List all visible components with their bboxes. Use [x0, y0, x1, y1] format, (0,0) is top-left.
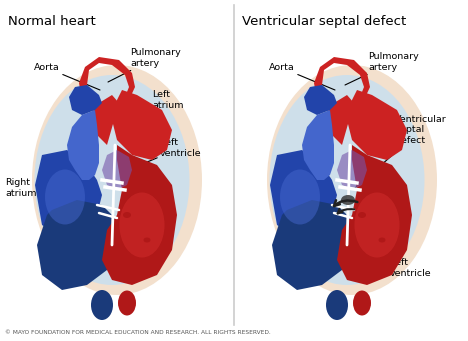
Ellipse shape — [354, 193, 400, 257]
Ellipse shape — [358, 212, 366, 218]
Polygon shape — [67, 110, 99, 180]
Text: Right
atrium: Right atrium — [5, 178, 62, 198]
Ellipse shape — [119, 193, 164, 257]
Text: Right ventricle: Right ventricle — [90, 252, 160, 269]
Ellipse shape — [353, 291, 371, 315]
Polygon shape — [102, 145, 177, 285]
Ellipse shape — [123, 212, 131, 218]
Polygon shape — [304, 85, 337, 115]
Polygon shape — [102, 150, 132, 190]
Polygon shape — [272, 200, 357, 290]
Text: Left
ventricle: Left ventricle — [372, 258, 431, 278]
Text: © MAYO FOUNDATION FOR MEDICAL EDUCATION AND RESEARCH. ALL RIGHTS RESERVED.: © MAYO FOUNDATION FOR MEDICAL EDUCATION … — [5, 330, 271, 336]
Text: Pulmonary
artery: Pulmonary artery — [345, 52, 419, 85]
Ellipse shape — [35, 75, 190, 285]
Polygon shape — [35, 150, 102, 240]
Ellipse shape — [341, 195, 355, 205]
Ellipse shape — [45, 169, 85, 224]
Polygon shape — [337, 145, 412, 285]
Ellipse shape — [280, 169, 320, 224]
Text: Pulmonary
artery: Pulmonary artery — [108, 48, 181, 82]
Ellipse shape — [326, 290, 348, 320]
Text: Ventricular
septal
defect: Ventricular septal defect — [355, 115, 447, 188]
Polygon shape — [314, 57, 370, 103]
Ellipse shape — [91, 290, 113, 320]
Polygon shape — [92, 95, 119, 145]
Ellipse shape — [267, 65, 437, 295]
Text: Aorta: Aorta — [269, 63, 335, 90]
Ellipse shape — [379, 237, 386, 242]
Polygon shape — [327, 95, 354, 145]
Ellipse shape — [144, 237, 151, 242]
Ellipse shape — [118, 291, 136, 315]
Text: Normal heart: Normal heart — [8, 15, 96, 28]
Ellipse shape — [270, 75, 424, 285]
Text: Aorta: Aorta — [34, 63, 100, 90]
Ellipse shape — [32, 65, 202, 295]
Polygon shape — [337, 150, 367, 190]
Text: Left
atrium: Left atrium — [140, 90, 183, 118]
Polygon shape — [79, 57, 135, 103]
Text: Left
ventricle: Left ventricle — [140, 138, 202, 165]
Polygon shape — [69, 85, 102, 115]
Polygon shape — [270, 150, 337, 240]
Polygon shape — [37, 200, 122, 290]
Polygon shape — [302, 110, 334, 180]
Polygon shape — [347, 90, 407, 160]
Polygon shape — [112, 90, 172, 160]
Text: Ventricular septal defect: Ventricular septal defect — [242, 15, 406, 28]
